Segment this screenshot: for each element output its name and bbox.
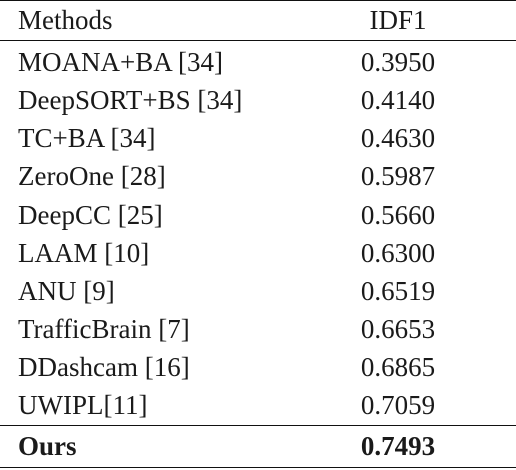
method-cell: ZeroOne [28] xyxy=(18,161,166,192)
idf1-cell: 0.4630 xyxy=(360,123,436,154)
method-cell: DeepCC [25] xyxy=(18,199,163,230)
method-cell: ANU [9] xyxy=(18,276,115,307)
method-cell: TrafficBrain [7] xyxy=(18,314,190,345)
table-row: DeepSORT+BS [34] 0.4140 xyxy=(0,82,516,120)
table-row: TrafficBrain [7] 0.6653 xyxy=(0,311,516,349)
table-row: ANU [9] 0.6519 xyxy=(0,272,516,310)
idf1-cell: 0.3950 xyxy=(360,46,436,77)
idf1-cell: 0.6865 xyxy=(360,352,436,383)
method-cell: DeepSORT+BS [34] xyxy=(18,85,243,116)
table-row: DDashcam [16] 0.6865 xyxy=(0,349,516,387)
idf1-column-header: IDF1 xyxy=(320,0,516,41)
table-row: TC+BA [34] 0.4630 xyxy=(0,120,516,158)
method-cell: DDashcam [16] xyxy=(18,352,190,383)
idf1-cell: 0.7059 xyxy=(360,390,436,421)
idf1-cell: 0.6653 xyxy=(360,314,436,345)
method-cell: UWIPL[11] xyxy=(18,390,148,421)
method-cell: MOANA+BA [34] xyxy=(18,46,223,77)
idf1-cell: 0.6300 xyxy=(360,237,436,268)
ours-method-cell: Ours xyxy=(0,424,320,468)
idf1-cell: 0.4140 xyxy=(360,85,436,116)
idf1-cell: 0.5987 xyxy=(360,161,436,192)
table-row: DeepCC [25] 0.5660 xyxy=(0,196,516,234)
table-row: MOANA+BA [34] 0.3950 xyxy=(0,41,516,82)
table-body: MOANA+BA [34] 0.3950 DeepSORT+BS [34] 0.… xyxy=(0,41,516,468)
methods-column-header: Methods xyxy=(0,0,320,41)
method-cell: LAAM [10] xyxy=(18,237,150,268)
header-row: Methods IDF1 xyxy=(0,0,516,41)
ours-idf1-cell: 0.7493 xyxy=(320,424,516,468)
table-row: LAAM [10] 0.6300 xyxy=(0,234,516,272)
ours-row: Ours 0.7493 xyxy=(0,424,516,468)
table-header: Methods IDF1 xyxy=(0,0,516,41)
idf1-cell: 0.6519 xyxy=(360,276,436,307)
table-row: UWIPL[11] 0.7059 xyxy=(0,387,516,425)
table-row: ZeroOne [28] 0.5987 xyxy=(0,158,516,196)
method-cell: TC+BA [34] xyxy=(18,123,156,154)
idf1-cell: 0.5660 xyxy=(360,199,436,230)
